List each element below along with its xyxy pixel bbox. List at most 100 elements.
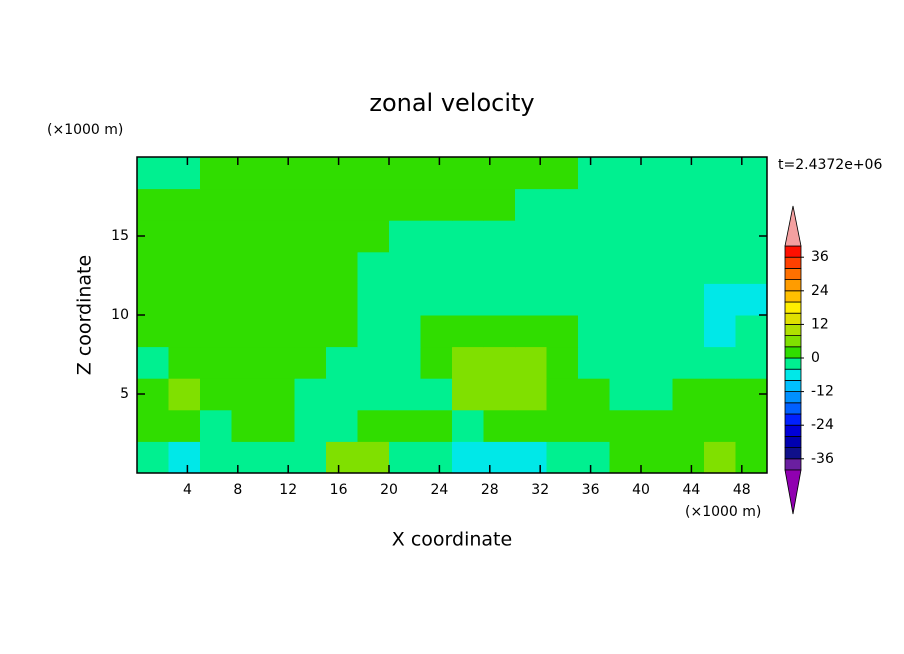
colorbar-box [784, 312, 802, 325]
contour-cell [200, 251, 232, 284]
contour-cell [168, 409, 201, 442]
colorbar-box [784, 379, 802, 392]
contour-cell [483, 220, 516, 253]
contour-cell [231, 157, 264, 190]
colorbar-box [784, 245, 802, 258]
contour-cell [389, 441, 421, 474]
contour-cell [735, 441, 768, 474]
contour-cell [641, 378, 673, 411]
contour-cell [326, 409, 358, 442]
colorbar-box [784, 279, 802, 292]
contour-cell [609, 283, 642, 316]
contour-cell [546, 441, 579, 474]
colorbar-tick-label: 36 [811, 249, 829, 265]
x-tick-label: 44 [682, 482, 700, 498]
contour-cell [137, 409, 169, 442]
contour-cell [200, 188, 232, 221]
contour-cell [263, 346, 295, 379]
contour-cell [672, 188, 705, 221]
x-tick-label: 48 [733, 482, 751, 498]
contour-cell [704, 346, 736, 379]
contour-cell [326, 378, 358, 411]
contour-cell [483, 409, 516, 442]
contour-cell [515, 283, 547, 316]
contour-cell [137, 346, 169, 379]
contour-cell [231, 346, 264, 379]
contour-cell [672, 157, 705, 190]
contour-cell [735, 409, 768, 442]
colorbar-box [784, 357, 802, 370]
y-tick-label: 15 [111, 228, 129, 244]
contour-cell [357, 346, 390, 379]
contour-cell [389, 188, 421, 221]
contour-cell [294, 346, 327, 379]
x-tick-label: 4 [183, 482, 192, 498]
contour-cell [641, 283, 673, 316]
contour-cell [137, 188, 169, 221]
contour-cell [609, 441, 642, 474]
contour-cell [263, 251, 295, 284]
contour-cell [231, 315, 264, 348]
colorbar-box [784, 391, 802, 404]
contour-cell [704, 251, 736, 284]
contour-cell [515, 315, 547, 348]
contour-cell [231, 188, 264, 221]
colorbar-box [784, 335, 802, 348]
contour-cell [357, 157, 390, 190]
colorbar-tick-label: -36 [811, 451, 834, 467]
contour-cell [389, 251, 421, 284]
contour-cell [357, 283, 390, 316]
contour-cell [420, 251, 453, 284]
contour-cell [452, 220, 484, 253]
contour-cell [294, 378, 327, 411]
contour-cell [704, 283, 736, 316]
contour-cell [389, 220, 421, 253]
colorbar-box [784, 402, 802, 415]
contour-cell [263, 378, 295, 411]
contour-cell [168, 441, 201, 474]
contour-cell [672, 378, 705, 411]
contour-cell [420, 315, 453, 348]
contour-cell [515, 157, 547, 190]
contour-cell [609, 220, 642, 253]
contour-cell [578, 188, 610, 221]
contour-cell [515, 346, 547, 379]
contour-cell [420, 346, 453, 379]
contour-cell [546, 409, 579, 442]
contour-cell [672, 251, 705, 284]
contour-cell [452, 315, 484, 348]
contour-cell [452, 251, 484, 284]
x-tick-label: 12 [279, 482, 297, 498]
contour-cell [483, 188, 516, 221]
contour-cell [357, 378, 390, 411]
contour-cell [452, 283, 484, 316]
contour-cell [137, 315, 169, 348]
contour-cell [609, 251, 642, 284]
contour-cell [641, 315, 673, 348]
contour-cell [515, 441, 547, 474]
contour-cell [452, 441, 484, 474]
x-tick-label: 20 [380, 482, 398, 498]
x-tick-label: 16 [330, 482, 348, 498]
contour-cell [357, 409, 390, 442]
contour-cell [137, 283, 169, 316]
colorbar-tick-label: 0 [811, 350, 820, 366]
contour-cell [735, 283, 768, 316]
colorbar-box [784, 267, 802, 280]
contour-cell [452, 409, 484, 442]
contour-cell [200, 157, 232, 190]
contour-cell [735, 251, 768, 284]
contour-cell [420, 283, 453, 316]
contour-cell [483, 283, 516, 316]
contour-cell [704, 441, 736, 474]
colorbar-box [784, 256, 802, 269]
contour-cell [515, 409, 547, 442]
contour-cell [137, 251, 169, 284]
x-tick-label: 36 [582, 482, 600, 498]
colorbar-under [784, 469, 802, 515]
x-tick-label: 24 [430, 482, 448, 498]
colorbar-tick-label: -24 [811, 417, 834, 433]
contour-cell [735, 157, 768, 190]
contour-cell [452, 188, 484, 221]
contour-cell [515, 188, 547, 221]
